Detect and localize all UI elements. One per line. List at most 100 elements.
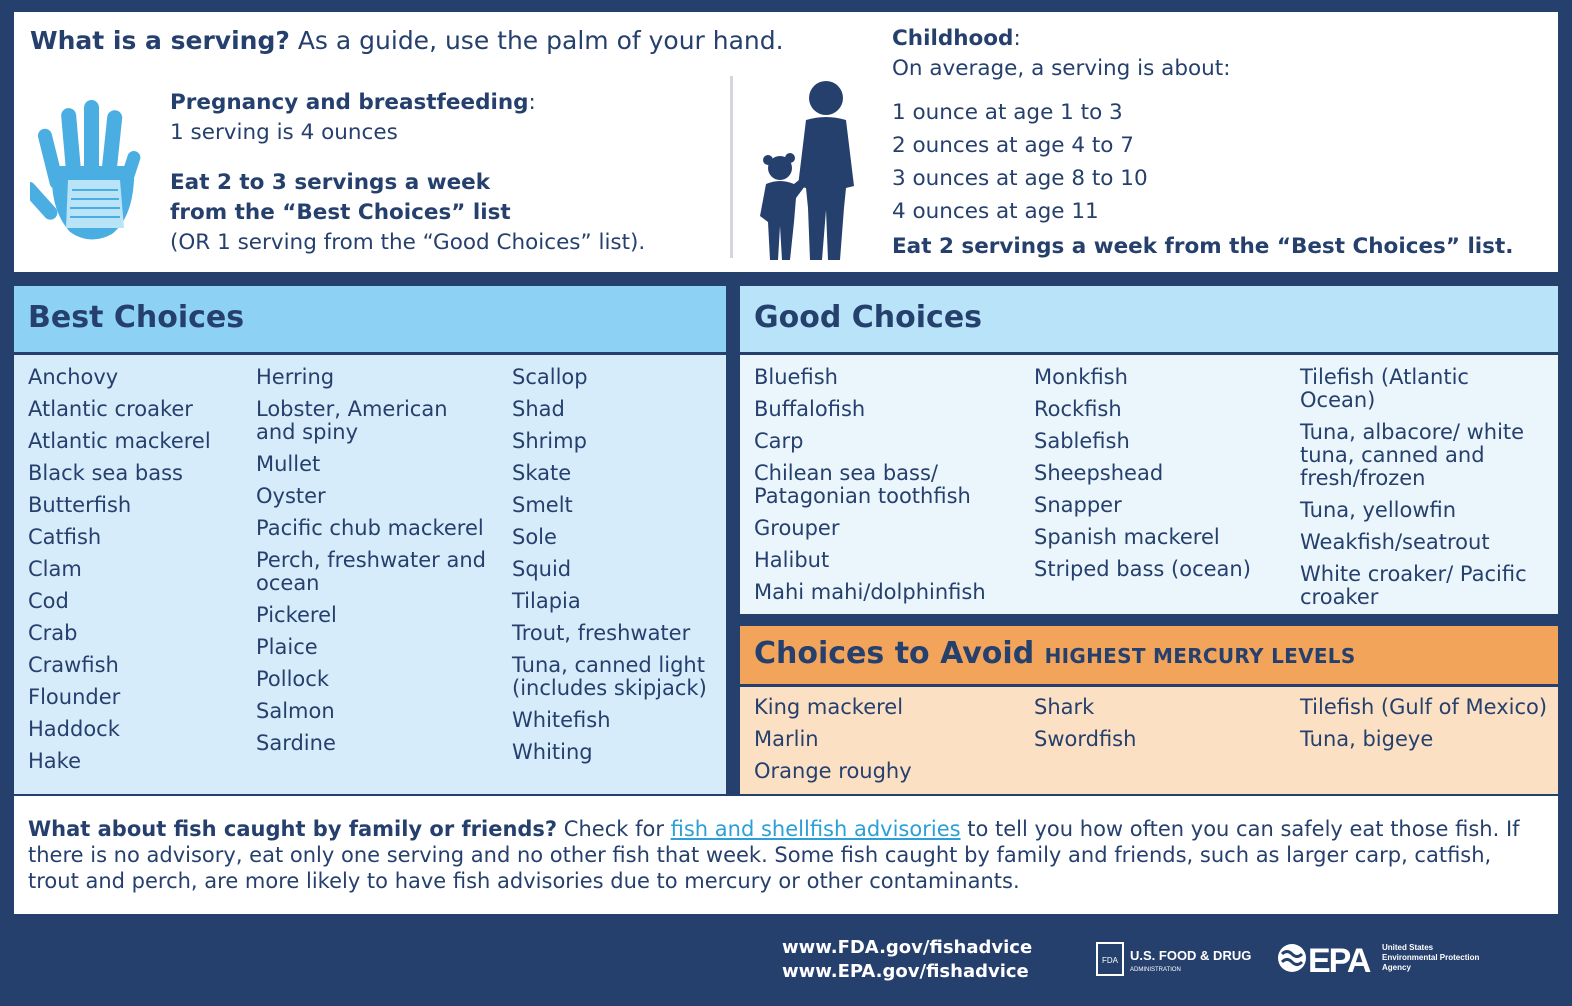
fish-item: Crawfish bbox=[28, 653, 119, 677]
fish-item: Sablefish bbox=[1034, 429, 1130, 453]
childhood-heading: Childhood bbox=[892, 26, 1014, 51]
fish-item: Oyster bbox=[256, 484, 326, 508]
fish-item: Tilefish (Gulf of Mexico) bbox=[1300, 695, 1548, 719]
avoid-column-1: King mackerel Marlin Orange roughy bbox=[754, 696, 1016, 792]
fish-item: Marlin bbox=[754, 727, 819, 751]
fda-logo: FDA U.S. FOOD & DRUG ADMINISTRATION bbox=[1096, 942, 1251, 976]
fish-item: Plaice bbox=[256, 635, 318, 659]
fish-item: Haddock bbox=[28, 717, 120, 741]
childhood-age-2: 2 ounces at age 4 to 7 bbox=[892, 133, 1134, 158]
fish-item: Butterfish bbox=[28, 493, 132, 517]
fish-item: Carp bbox=[754, 429, 804, 453]
divider bbox=[730, 76, 733, 258]
fish-item: Mahi mahi/dolphinfish bbox=[754, 580, 986, 604]
fish-item: Whitefish bbox=[512, 708, 611, 732]
fish-item: Sardine bbox=[256, 731, 336, 755]
fish-item: Orange roughy bbox=[754, 759, 912, 783]
fish-item: Halibut bbox=[754, 548, 830, 572]
fish-item: Tuna, albacore/ white tuna, canned and f… bbox=[1300, 420, 1525, 490]
fish-item: Grouper bbox=[754, 516, 840, 540]
svg-text:U.S. FOOD & DRUG: U.S. FOOD & DRUG bbox=[1130, 948, 1251, 963]
children-icon bbox=[760, 81, 854, 260]
fish-item: Pacific chub mackerel bbox=[256, 516, 484, 540]
best-choices-column-3: Scallop Shad Shrimp Skate Smelt Sole Squid Tila… bbox=[512, 366, 722, 773]
fish-item: Anchovy bbox=[28, 365, 119, 389]
good-choices-title: Good Choices bbox=[754, 300, 983, 335]
pregnancy-serving-size: 1 serving is 4 ounces bbox=[170, 120, 398, 145]
fish-item: Shad bbox=[512, 397, 565, 421]
fish-item: Sheepshead bbox=[1034, 461, 1164, 485]
fish-item: Trout, freshwater bbox=[512, 621, 691, 645]
fish-item: Whiting bbox=[512, 740, 593, 764]
caught-fish-question: What about fish caught by family or frie… bbox=[28, 817, 558, 841]
childhood-age-4: 4 ounces at age 11 bbox=[892, 199, 1099, 224]
best-choices-header: Best Choices bbox=[14, 286, 726, 355]
fish-item: Sole bbox=[512, 525, 557, 549]
fish-item: Tuna, bigeye bbox=[1300, 727, 1434, 751]
fish-item: Clam bbox=[28, 557, 82, 581]
fish-item: Squid bbox=[512, 557, 572, 581]
best-choices-panel: Best Choices Anchovy Atlantic croaker Atla… bbox=[14, 286, 726, 794]
pregnancy-eat-line2: from the “Best Choices” list bbox=[170, 200, 511, 225]
serving-guide-panel: What is a serving? As a guide, use the p… bbox=[14, 12, 1558, 272]
best-choices-title: Best Choices bbox=[28, 300, 245, 335]
fish-item: Swordfish bbox=[1034, 727, 1137, 751]
serving-question: What is a serving? As a guide, use the p… bbox=[30, 26, 784, 55]
choices-to-avoid-title: Choices to Avoid HIGHEST MERCURY LEVELS bbox=[754, 636, 1356, 671]
fish-item: Snapper bbox=[1034, 493, 1122, 517]
fish-item: Catfish bbox=[28, 525, 102, 549]
svg-text:United States: United States bbox=[1382, 943, 1434, 952]
fda-url-link[interactable]: www.FDA.gov/fishadvice bbox=[782, 937, 1033, 958]
fish-item: Smelt bbox=[512, 493, 573, 517]
fish-item: Salmon bbox=[256, 699, 335, 723]
pregnancy-heading: Pregnancy and breastfeeding bbox=[170, 90, 529, 115]
good-choices-panel: Good Choices Bluefish Buffalofish Carp Chil… bbox=[740, 286, 1558, 614]
pregnancy-alt: (OR 1 serving from the “Good Choices” li… bbox=[170, 230, 646, 255]
fish-item: Rockfish bbox=[1034, 397, 1122, 421]
fish-item: Shrimp bbox=[512, 429, 587, 453]
hand-icon bbox=[30, 100, 141, 240]
fish-item: Skate bbox=[512, 461, 572, 485]
epa-url-link[interactable]: www.EPA.gov/fishadvice bbox=[782, 961, 1029, 982]
pregnancy-guidance: Pregnancy and breastfeeding: 1 serving i… bbox=[170, 88, 645, 258]
fish-item: Herring bbox=[256, 365, 335, 389]
choices-to-avoid-panel: Choices to Avoid HIGHEST MERCURY LEVELS … bbox=[740, 626, 1558, 794]
childhood-guidance: Childhood: On average, a serving is abou… bbox=[892, 24, 1513, 262]
fish-item: Pollock bbox=[256, 667, 329, 691]
good-choices-column-3: Tilefish (Atlantic Ocean) Tuna, albacore/… bbox=[1300, 366, 1550, 618]
caught-fish-text: What about fish caught by family or frie… bbox=[28, 817, 1520, 893]
fish-item: Buffalofish bbox=[754, 397, 866, 421]
svg-text:Environmental Protection: Environmental Protection bbox=[1382, 953, 1479, 962]
pregnancy-eat-line1: Eat 2 to 3 servings a week bbox=[170, 170, 491, 195]
fish-item: Tilefish (Atlantic Ocean) bbox=[1300, 365, 1469, 412]
fish-item: White croaker/ Pacific croaker bbox=[1300, 562, 1527, 609]
good-choices-header: Good Choices bbox=[740, 286, 1558, 355]
svg-text:ADMINISTRATION: ADMINISTRATION bbox=[1130, 967, 1181, 973]
avoid-column-2: Shark Swordfish bbox=[1034, 696, 1284, 760]
svg-text:Agency: Agency bbox=[1382, 963, 1411, 972]
choices-to-avoid-subtitle: HIGHEST MERCURY LEVELS bbox=[1044, 644, 1356, 668]
fish-item: Lobster, American and spiny bbox=[256, 397, 448, 444]
fish-item: Cod bbox=[28, 589, 69, 613]
advisories-link[interactable]: fish and shellfish advisories bbox=[670, 817, 961, 841]
fish-item: Bluefish bbox=[754, 365, 838, 389]
fish-item: Weakfish/seatrout bbox=[1300, 530, 1490, 554]
fish-item: Chilean sea bass/ Patagonian toothfish bbox=[754, 461, 971, 508]
childhood-age-3: 3 ounces at age 8 to 10 bbox=[892, 166, 1148, 191]
svg-text:FDA: FDA bbox=[1102, 956, 1119, 965]
fish-item: King mackerel bbox=[754, 695, 904, 719]
fish-item: Scallop bbox=[512, 365, 588, 389]
fish-item: Perch, freshwater and ocean bbox=[256, 548, 486, 595]
fish-item: Tilapia bbox=[512, 589, 581, 613]
best-choices-column-2: Herring Lobster, American and spiny Mullet… bbox=[256, 366, 486, 764]
epa-logo: EPA United States Environmental Protecti… bbox=[1278, 942, 1479, 978]
fish-item: Monkfish bbox=[1034, 365, 1128, 389]
avoid-column-3: Tilefish (Gulf of Mexico) Tuna, bigeye bbox=[1300, 696, 1550, 760]
fish-item: Black sea bass bbox=[28, 461, 183, 485]
fish-item: Tuna, yellowfin bbox=[1300, 498, 1457, 522]
fish-item: Flounder bbox=[28, 685, 121, 709]
fish-item: Atlantic croaker bbox=[28, 397, 193, 421]
fish-item: Atlantic mackerel bbox=[28, 429, 211, 453]
fish-item: Shark bbox=[1034, 695, 1095, 719]
fish-item: Tuna, canned light (includes skipjack) bbox=[512, 653, 707, 700]
